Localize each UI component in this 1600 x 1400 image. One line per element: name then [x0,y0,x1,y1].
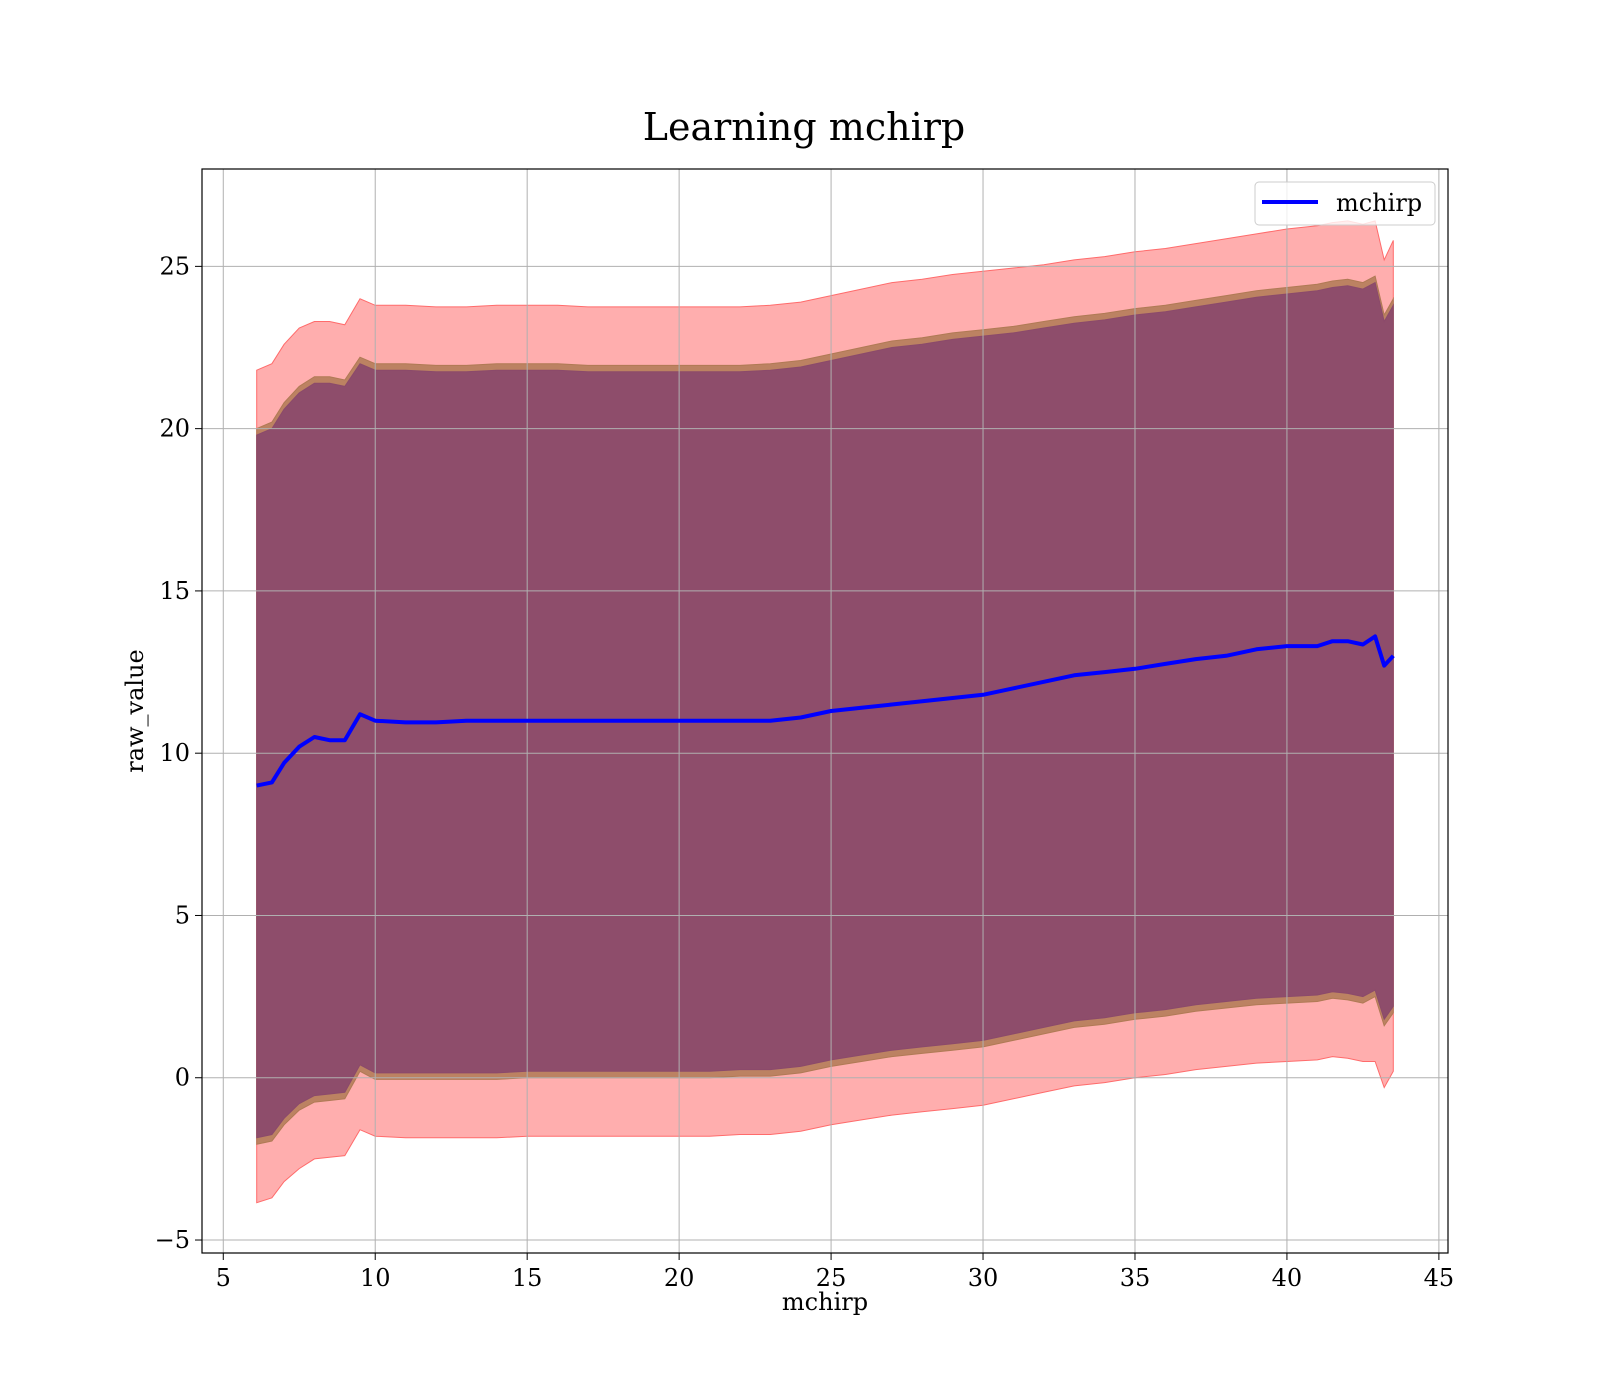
y-tick-label: 10 [159,739,190,767]
x-tick-label: 45 [1424,1264,1455,1292]
series-line-mchirp [256,634,1395,788]
x-axis-ticks: 5 10 15 20 25 30 35 40 45 [216,1253,1455,1292]
x-tick-label: 15 [512,1264,543,1292]
plot-area-frame [201,168,1449,1254]
legend-label-mchirp: mchirp [1336,189,1422,217]
series-lines [256,634,1395,788]
x-axis-label: mchirp [782,1288,868,1316]
legend: mchirp [1254,181,1436,226]
x-tick-label: 40 [1272,1264,1303,1292]
y-tick-label: 0 [175,1064,190,1092]
legend-box [1254,181,1436,226]
y-axis-ticks: −5 0 5 10 15 20 25 [155,252,202,1254]
y-tick-label: 5 [175,901,190,929]
confidence-bands [256,220,1394,1204]
x-tick-label: 10 [360,1264,391,1292]
y-tick-label: −5 [155,1226,190,1254]
x-tick-label: 25 [816,1264,847,1292]
x-tick-label: 5 [216,1264,231,1292]
y-tick-label: 20 [159,415,190,443]
band-inner [256,281,1394,1139]
chart-title: Learning mchirp [643,105,965,149]
x-tick-label: 20 [664,1264,695,1292]
x-tick-label: 30 [968,1264,999,1292]
y-axis-label: raw_value [121,649,149,773]
y-tick-label: 25 [159,252,190,280]
x-tick-label: 35 [1120,1264,1151,1292]
y-tick-label: 15 [159,577,190,605]
